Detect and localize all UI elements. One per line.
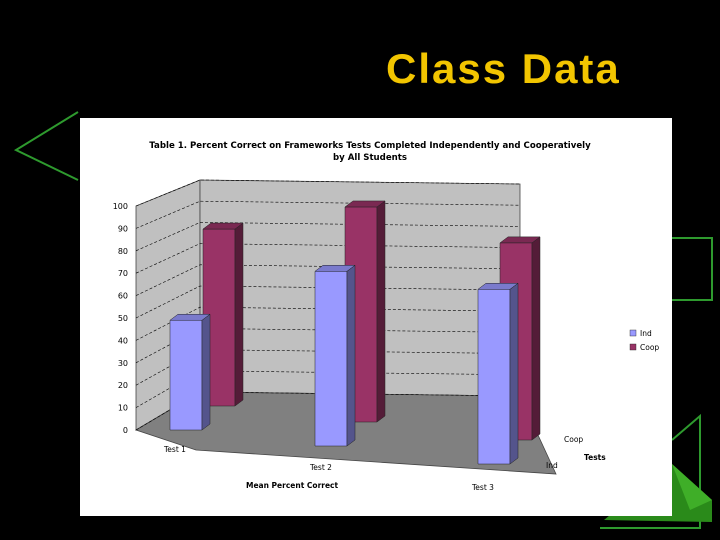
y-tick-label: 60 (118, 292, 128, 301)
bar-side-face (346, 264, 356, 447)
bar-front-face (169, 319, 203, 431)
y-tick-label: 20 (118, 381, 128, 390)
y-tick-label: 80 (118, 247, 128, 256)
gridline (135, 391, 521, 431)
gridline (135, 222, 521, 252)
gridline (135, 243, 521, 274)
bottom-right-outline (600, 413, 701, 529)
bar-top-face (477, 283, 519, 290)
chart-panel: 0 10 20 30 40 50 60 70 80 90 100 Table 1. Percent … (80, 118, 672, 516)
gridline (135, 349, 521, 386)
chart-title-line: Table 1. Percent Correct on Frameworks T… (149, 141, 591, 151)
bar-side-face (201, 313, 211, 431)
bar-front-face (477, 289, 511, 465)
x-category-label: Test 2 (309, 463, 332, 472)
bar-front-face (314, 271, 348, 447)
bar-top-face (169, 313, 211, 321)
gridline (135, 264, 521, 296)
y-tick-label: 50 (118, 314, 128, 323)
y-tick-label: 0 (123, 426, 128, 435)
slide-title: Class Data (386, 45, 621, 92)
bar-side-face (376, 200, 386, 423)
chart: 0 10 20 30 40 50 60 70 80 90 100 Table 1. Percent … (113, 141, 660, 492)
legend-label-coop: Coop (640, 343, 659, 352)
y-tick-label: 90 (118, 224, 128, 233)
right-bracket-outline (672, 237, 713, 301)
gridline (135, 285, 521, 319)
legend-swatch-coop (629, 343, 637, 351)
bar-ind-test-3 (477, 282, 519, 465)
gridline (135, 200, 521, 229)
y-tick-label: 70 (118, 269, 128, 278)
depth-axis-title: Tests (584, 453, 606, 462)
x-category-label: Test 3 (471, 483, 494, 492)
bar-side-face (531, 236, 541, 441)
bar-coop-test-1 (202, 222, 244, 407)
bar-side-face (234, 222, 244, 407)
gridline (135, 179, 521, 207)
chart-title: Table 1. Percent Correct on Frameworks T… (149, 141, 591, 163)
gridline (135, 306, 521, 341)
bar-side-face (509, 282, 519, 465)
y-tick-label: 10 (118, 404, 128, 413)
left-arrow-outline (13, 111, 79, 181)
bar-ind-test-1 (169, 313, 211, 431)
bar-top-face (202, 222, 244, 230)
depth-axis-label: Ind (546, 461, 558, 470)
x-category-label: Test 1 (163, 445, 186, 454)
legend-label-ind: Ind (640, 329, 652, 338)
depth-axis-label: Coop (564, 435, 583, 444)
y-tick-label: 100 (113, 202, 128, 211)
y-tick-label: 30 (118, 359, 128, 368)
chart-title-line: by All Students (333, 153, 407, 163)
legend-swatch-ind (629, 329, 637, 337)
bar-ind-test-2 (314, 264, 356, 447)
gridline (135, 370, 521, 408)
bar-top-face (314, 265, 356, 272)
bar-top-face (344, 200, 386, 208)
bar-top-face (499, 236, 541, 244)
x-axis-title: Mean Percent Correct (246, 481, 338, 490)
y-tick-label: 40 (118, 336, 128, 345)
